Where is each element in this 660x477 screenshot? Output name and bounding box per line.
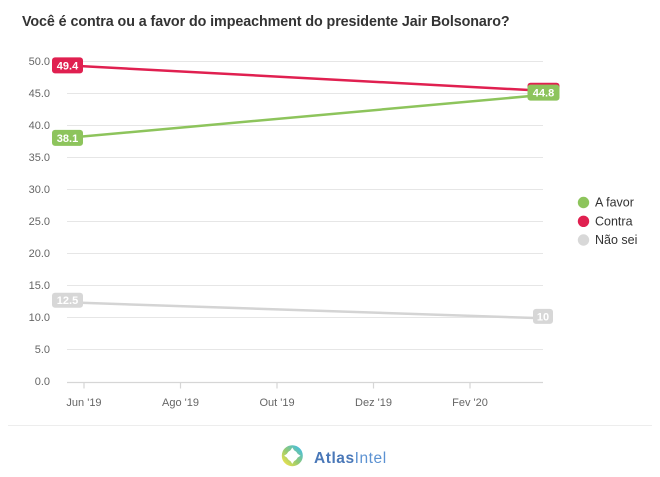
svg-text:49.4: 49.4	[57, 60, 79, 72]
svg-text:Não sei: Não sei	[595, 233, 637, 247]
svg-text:Ago '19: Ago '19	[162, 397, 199, 409]
svg-text:Contra: Contra	[595, 215, 633, 229]
svg-text:30.0: 30.0	[29, 184, 50, 196]
svg-text:Fev '20: Fev '20	[452, 397, 488, 409]
svg-text:10: 10	[537, 311, 549, 323]
svg-text:15.0: 15.0	[29, 280, 50, 292]
svg-text:A favor: A favor	[595, 196, 634, 210]
svg-text:5.0: 5.0	[35, 344, 50, 356]
svg-text:Você é contra ou a favor do im: Você é contra ou a favor do impeachment …	[22, 14, 510, 30]
svg-text:Dez '19: Dez '19	[355, 397, 392, 409]
svg-text:45.0: 45.0	[29, 88, 50, 100]
svg-text:25.0: 25.0	[29, 216, 50, 228]
svg-text:AtlasIntel: AtlasIntel	[314, 450, 387, 467]
svg-text:38.1: 38.1	[57, 133, 78, 145]
svg-text:35.0: 35.0	[29, 152, 50, 164]
svg-text:Out '19: Out '19	[259, 397, 294, 409]
svg-text:40.0: 40.0	[29, 120, 50, 132]
svg-text:Jun '19: Jun '19	[66, 397, 101, 409]
svg-text:12.5: 12.5	[57, 295, 78, 307]
svg-text:20.0: 20.0	[29, 248, 50, 260]
svg-text:50.0: 50.0	[29, 56, 50, 68]
svg-text:10.0: 10.0	[29, 312, 50, 324]
svg-text:0.0: 0.0	[35, 376, 50, 388]
svg-text:44.8: 44.8	[533, 88, 554, 100]
